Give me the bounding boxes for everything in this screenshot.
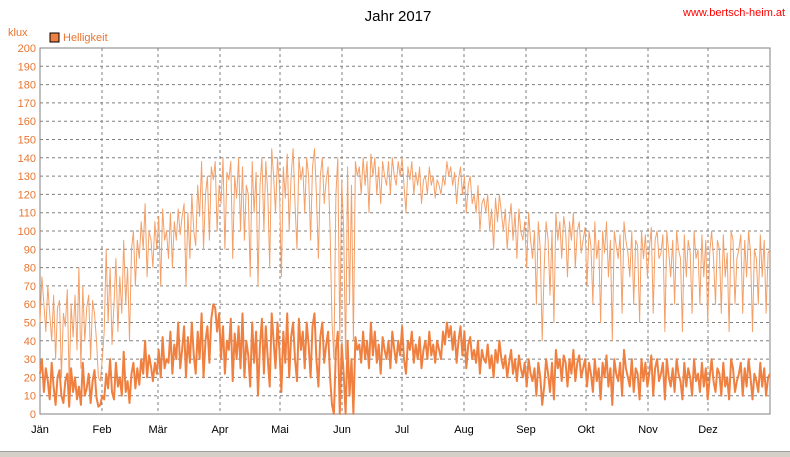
legend: Helligkeit bbox=[49, 32, 108, 44]
y-tick-label: 20 bbox=[24, 372, 36, 384]
chart-title: Jahr 2017 bbox=[365, 8, 432, 25]
y-tick-label: 10 bbox=[24, 391, 36, 403]
y-tick-label: 140 bbox=[18, 153, 36, 165]
y-tick-label: 50 bbox=[24, 318, 36, 330]
y-tick-label: 70 bbox=[24, 281, 36, 293]
y-tick-label: 100 bbox=[18, 226, 36, 238]
y-tick-label: 120 bbox=[18, 189, 36, 201]
y-tick-label: 170 bbox=[18, 98, 36, 110]
x-tick-label: Okt bbox=[577, 424, 594, 436]
legend-swatch bbox=[49, 32, 60, 43]
x-tick-label: Jul bbox=[395, 424, 409, 436]
y-tick-label: 110 bbox=[18, 208, 36, 220]
x-tick-label: Mai bbox=[271, 424, 289, 436]
x-tick-label: Nov bbox=[638, 424, 658, 436]
x-tick-label: Dez bbox=[698, 424, 718, 436]
x-tick-label: Mär bbox=[149, 424, 168, 436]
x-axis: Jän Feb Mär Apr Mai Jun Jul Aug Sep Okt Nov Dez bbox=[31, 424, 718, 436]
x-tick-label: Apr bbox=[211, 424, 228, 436]
y-tick-label: 80 bbox=[24, 263, 36, 275]
x-tick-label: Aug bbox=[454, 424, 474, 436]
status-bar bbox=[0, 451, 790, 457]
y-tick-label: 40 bbox=[24, 336, 36, 348]
x-tick-label: Jun bbox=[333, 424, 351, 436]
series-line-max bbox=[39, 148, 771, 388]
watermark-link[interactable]: www.bertsch-heim.at bbox=[682, 7, 785, 19]
y-tick-label: 60 bbox=[24, 299, 36, 311]
legend-label: Helligkeit bbox=[63, 32, 108, 44]
y-tick-label: 160 bbox=[18, 116, 36, 128]
series-group bbox=[39, 148, 771, 415]
y-tick-label: 200 bbox=[18, 43, 36, 55]
x-tick-label: Jän bbox=[31, 424, 49, 436]
y-tick-label: 30 bbox=[24, 354, 36, 366]
y-tick-label: 130 bbox=[18, 171, 36, 183]
y-axis-label: klux bbox=[8, 27, 28, 39]
x-tick-label: Feb bbox=[93, 424, 112, 436]
y-tick-label: 180 bbox=[18, 80, 36, 92]
y-axis: 0 10 20 30 40 50 60 70 80 90 100 110 120 130 140 150 160… bbox=[18, 43, 36, 421]
series-line-helligkeit bbox=[39, 303, 771, 415]
y-tick-label: 90 bbox=[24, 244, 36, 256]
y-tick-label: 190 bbox=[18, 61, 36, 73]
y-tick-label: 150 bbox=[18, 135, 36, 147]
x-tick-label: Sep bbox=[516, 424, 536, 436]
y-tick-label: 0 bbox=[30, 409, 36, 421]
